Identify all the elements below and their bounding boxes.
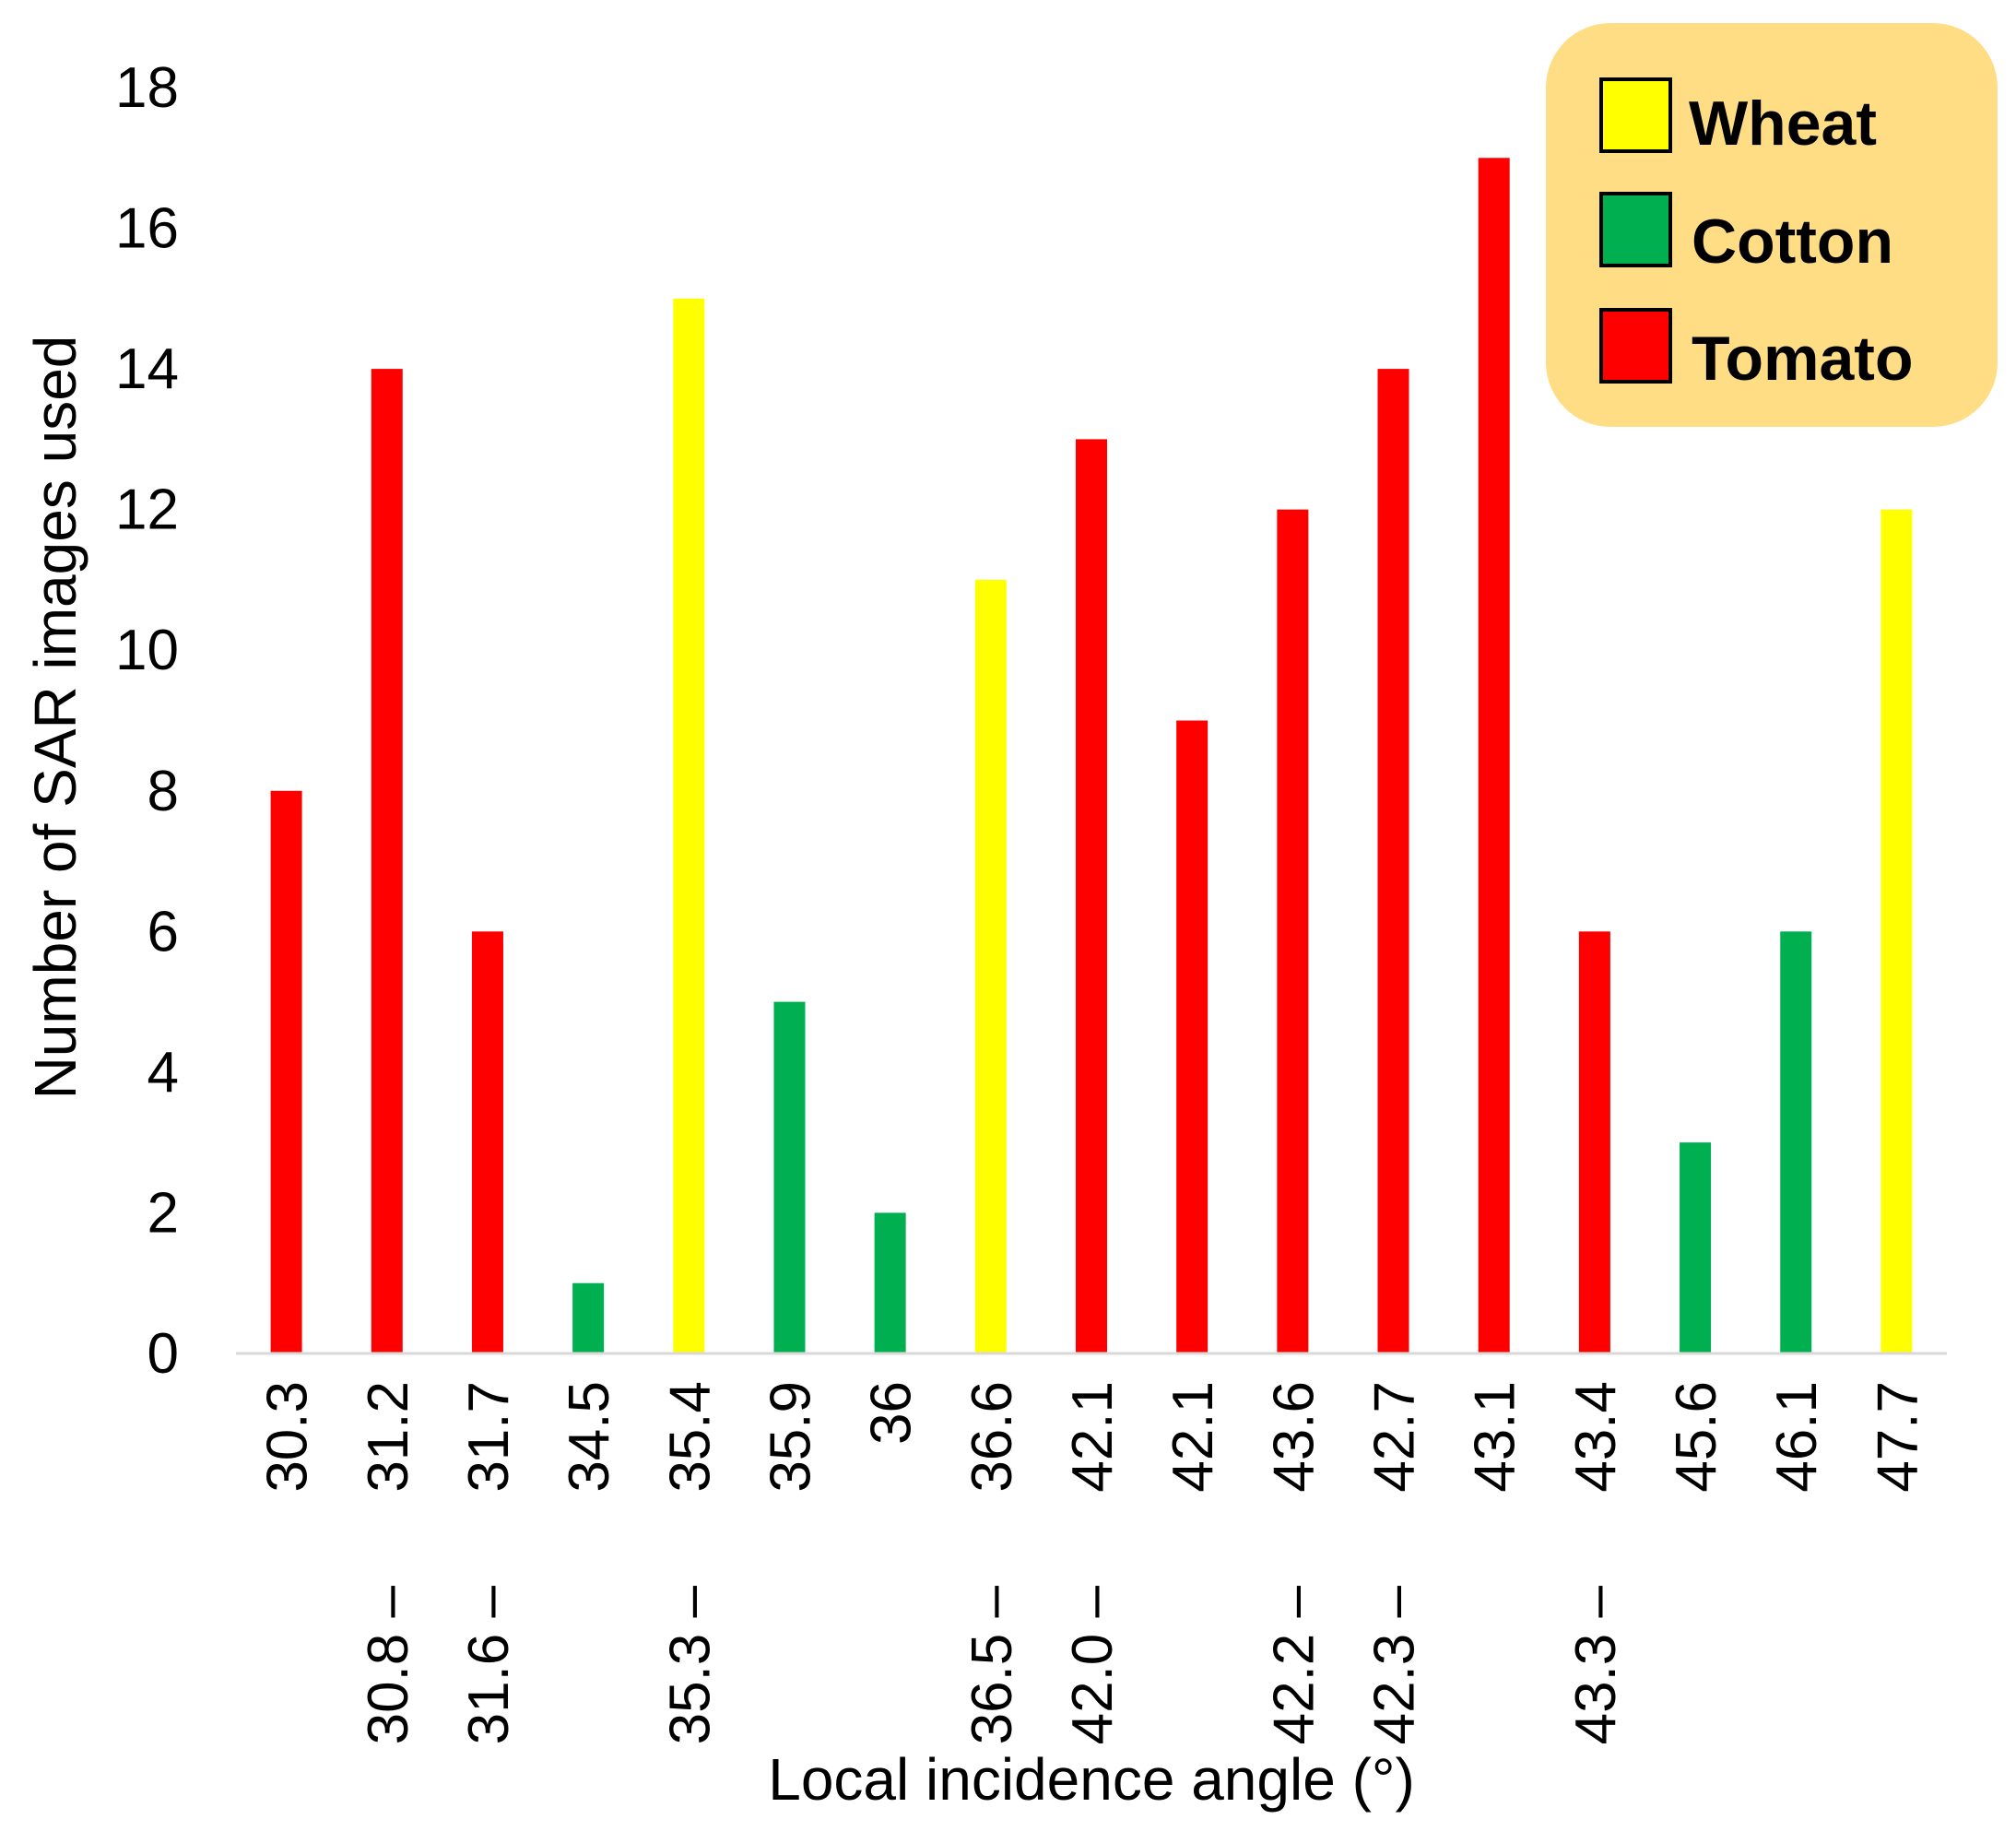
bar-tomato [1377,369,1409,1354]
y-tick-label: 18 [115,56,179,120]
bar-tomato [1578,931,1610,1353]
x-tick-label-line: 31.7 [457,1381,521,1493]
x-tick-label-line: 30.8 – [357,1585,420,1744]
y-tick-label: 8 [147,760,179,823]
x-tick-label-line: 42.0 – [1061,1585,1125,1744]
bar-wheat [673,298,705,1353]
bar-wheat [1880,509,1913,1353]
x-tick-label: 36.5 – 36.6 [961,1381,1024,1744]
x-tick-label: 42.3 – 42.7 [1363,1381,1427,1744]
bars [270,158,1913,1354]
x-tick-label-line: 42.1 [1161,1381,1225,1493]
x-tick-label-line: 30.3 [256,1381,320,1493]
x-tick-label: 43.3 – 43.4 [1564,1381,1628,1744]
x-tick-label-line: 36.5 – [961,1585,1024,1744]
x-tick-label-line: 43.3 – [1564,1585,1628,1744]
x-tick-label-line: 42.1 [1061,1381,1125,1493]
y-tick-label: 6 [147,900,179,963]
x-tick-label: 43.1 [1464,1381,1527,1493]
x-tick-label-line: 35.3 – [658,1585,722,1744]
x-tick-label: 42.2 – 43.6 [1262,1381,1326,1744]
x-tick-label-line: 31.2 [357,1381,420,1493]
legend: Wheat Cotton Tomato [1546,23,1998,427]
legend-swatch-wheat [1599,77,1672,153]
bar-wheat [974,579,1007,1353]
x-tick-label-line: 46.1 [1765,1381,1829,1493]
bar-tomato [1277,509,1309,1353]
bar-tomato [1076,439,1107,1353]
bar-tomato [371,369,403,1354]
bar-cotton [773,1001,806,1353]
x-tick-label: 47.7 [1866,1381,1929,1493]
y-tick-label: 2 [147,1181,179,1245]
x-tick-label-line: 35.9 [759,1381,822,1493]
legend-item-cotton: Cotton [1599,192,1893,277]
legend-swatch-tomato [1599,308,1672,384]
x-tick-label-line: 36.6 [961,1381,1024,1493]
x-tick-label: 30.8 – 31.2 [357,1381,420,1744]
x-tick-label: 45.6 [1665,1381,1728,1493]
bar-cotton [1680,1142,1712,1353]
bar-cotton [1780,931,1812,1353]
bar-cotton [572,1282,605,1353]
x-tick-label-line: 43.1 [1464,1381,1527,1493]
legend-label-tomato: Tomato [1692,324,1914,394]
legend-item-tomato: Tomato [1599,308,1914,394]
x-tick-label: 34.5 [558,1381,621,1493]
legend-label-cotton: Cotton [1692,207,1893,277]
x-tick-label-line: 45.6 [1665,1381,1728,1493]
y-axis-ticks: 0 2 4 6 8 10 12 14 16 18 [115,56,179,1386]
x-tick-label-line: 31.6 – [457,1585,521,1744]
legend-swatch-cotton [1599,192,1672,267]
legend-item-wheat: Wheat [1599,77,1877,159]
x-tick-label: 36 [860,1381,924,1445]
x-tick-label: 35.3 – 35.4 [658,1381,722,1744]
y-tick-label: 16 [115,197,179,261]
x-axis-tick-labels: 30.330.8 –31.231.6 –31.7 34.535.3 –35.4 35… [256,1381,1930,1744]
x-tick-label-line: 43.4 [1564,1381,1628,1493]
x-tick-label-line: 34.5 [558,1381,621,1493]
x-tick-label-line: 42.2 – [1262,1585,1326,1744]
x-tick-label-line: 36 [860,1381,924,1445]
y-tick-label: 12 [115,478,179,542]
x-tick-label-line: 47.7 [1866,1381,1929,1493]
x-tick-label: 42.0 – 42.1 [1061,1381,1125,1744]
bar-tomato [1478,158,1510,1353]
x-tick-label-line: 35.4 [658,1381,722,1493]
y-axis-title: Number of SAR images used [22,336,88,1100]
bar-tomato [1176,720,1208,1353]
y-tick-label: 14 [115,337,179,401]
x-tick-label: 42.1 [1161,1381,1225,1493]
x-tick-label: 35.9 [759,1381,822,1493]
bar-tomato [471,931,503,1353]
x-tick-label-line: 42.7 [1363,1381,1427,1493]
bar-tomato [270,790,302,1353]
x-tick-label: 30.3 [256,1381,320,1493]
x-axis-title: Local incidence angle (°) [768,1746,1415,1813]
x-tick-label: 46.1 [1765,1381,1829,1493]
legend-label-wheat: Wheat [1689,89,1877,159]
x-tick-label-line: 43.6 [1262,1381,1326,1493]
y-tick-label: 10 [115,619,179,682]
y-tick-label: 4 [147,1041,179,1105]
x-tick-label-line: 42.3 – [1363,1585,1427,1744]
bar-cotton [874,1212,906,1353]
y-tick-label: 0 [147,1322,179,1386]
x-tick-label: 31.6 – 31.7 [457,1381,521,1744]
